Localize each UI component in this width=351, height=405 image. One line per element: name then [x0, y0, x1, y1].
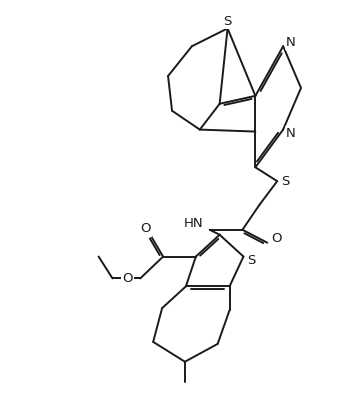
Text: S: S [247, 254, 256, 267]
Text: O: O [122, 272, 132, 285]
Text: O: O [271, 232, 282, 245]
Text: N: N [286, 127, 296, 140]
Text: O: O [140, 222, 151, 235]
Text: N: N [286, 36, 296, 49]
Text: S: S [281, 175, 289, 188]
Text: HN: HN [184, 217, 204, 230]
Text: S: S [223, 15, 232, 28]
